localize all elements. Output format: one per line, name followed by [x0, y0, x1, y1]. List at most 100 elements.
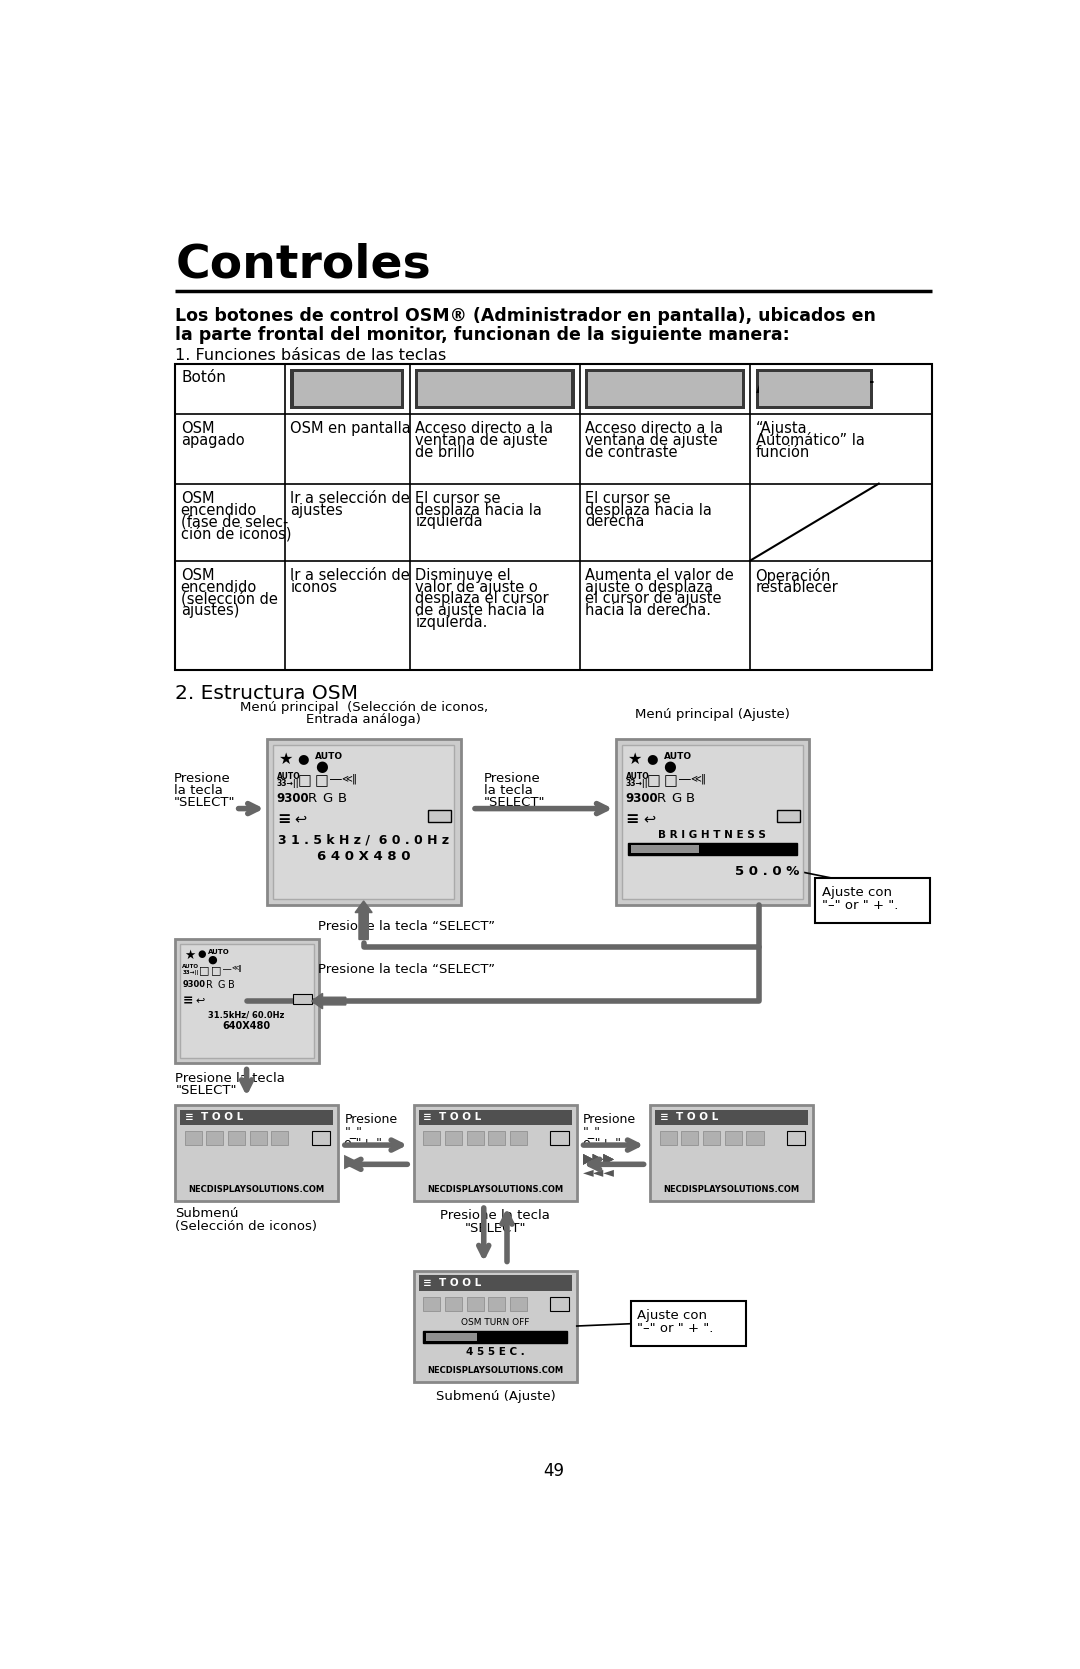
Bar: [414, 1105, 577, 1202]
Text: de brillo: de brillo: [415, 446, 475, 461]
Text: ≪‖: ≪‖: [341, 773, 357, 784]
Text: ―: ―: [679, 773, 691, 786]
Bar: [427, 1334, 477, 1342]
Text: B: B: [337, 791, 347, 804]
Text: □: □: [314, 773, 328, 788]
Bar: [758, 372, 870, 406]
Text: Operación: Operación: [756, 567, 831, 584]
Text: 640X480: 640X480: [222, 1021, 271, 1031]
Text: "SELECT": "SELECT": [484, 796, 545, 809]
Text: 9300: 9300: [625, 791, 658, 804]
Text: ↩: ↩: [295, 811, 307, 826]
Text: izquierda: izquierda: [415, 514, 483, 529]
Bar: [180, 945, 314, 1058]
Text: G: G: [217, 980, 225, 990]
Bar: [423, 1132, 441, 1145]
Text: 9300: 9300: [276, 791, 310, 804]
Bar: [423, 1332, 567, 1344]
Text: El cursor se: El cursor se: [585, 491, 671, 506]
Text: desplaza hacia la: desplaza hacia la: [415, 502, 542, 517]
Text: AUTO: AUTO: [625, 771, 649, 781]
Text: +: +: [659, 382, 672, 397]
Text: ventana de ajuste: ventana de ajuste: [585, 434, 718, 449]
Bar: [777, 809, 800, 823]
Text: encendido: encendido: [180, 579, 257, 594]
Text: "–" or " + ".: "–" or " + ".: [637, 1322, 714, 1335]
Text: ●: ●: [647, 751, 658, 764]
Bar: [175, 1105, 338, 1202]
Text: Submenú: Submenú: [175, 1207, 239, 1220]
Text: NECDISPLAYSOLUTIONS.COM: NECDISPLAYSOLUTIONS.COM: [428, 1185, 564, 1193]
Bar: [660, 1132, 677, 1145]
Text: AUTO/ RESET: AUTO/ RESET: [756, 382, 874, 397]
Text: ↩: ↩: [644, 811, 656, 826]
Text: Presione la tecla “SELECT”: Presione la tecla “SELECT”: [318, 963, 495, 976]
Text: Presione la tecla: Presione la tecla: [441, 1208, 551, 1222]
Bar: [312, 1132, 330, 1145]
Text: 33→||: 33→||: [625, 778, 648, 788]
Text: "SELECT": "SELECT": [175, 1085, 237, 1097]
Text: Presione la tecla: Presione la tecla: [175, 1071, 285, 1085]
Text: OSM: OSM: [180, 491, 214, 506]
Text: ●: ●: [314, 759, 327, 774]
Text: EXIT: EXIT: [430, 811, 449, 821]
Bar: [419, 1110, 572, 1125]
Bar: [467, 1132, 484, 1145]
Bar: [419, 1275, 572, 1290]
Bar: [551, 1297, 569, 1310]
Text: Aumenta el valor de: Aumenta el valor de: [585, 567, 734, 582]
Text: 2. Estructura OSM: 2. Estructura OSM: [175, 684, 359, 703]
Text: R: R: [206, 980, 213, 990]
Text: "–" or " + ".: "–" or " + ".: [822, 898, 899, 911]
Text: Acceso directo a la: Acceso directo a la: [415, 421, 553, 436]
Text: Presione: Presione: [583, 1113, 636, 1125]
Text: El cursor se: El cursor se: [415, 491, 501, 506]
Text: Entrada análoga): Entrada análoga): [307, 713, 421, 726]
Text: Ajuste con: Ajuste con: [637, 1308, 707, 1322]
Text: R: R: [657, 791, 665, 804]
Bar: [293, 995, 312, 1005]
Text: Presione: Presione: [345, 1113, 397, 1125]
Text: ≡: ≡: [276, 811, 291, 826]
Bar: [627, 843, 797, 855]
Text: Menú principal  (Selección de iconos,: Menú principal (Selección de iconos,: [240, 701, 488, 714]
Text: 5 0 . 0 %: 5 0 . 0 %: [734, 865, 799, 878]
Bar: [267, 739, 460, 905]
Text: (selección de: (selección de: [180, 591, 278, 608]
Bar: [294, 372, 402, 406]
Text: ≡  T O O L: ≡ T O O L: [185, 1112, 243, 1122]
Bar: [703, 1132, 720, 1145]
Text: G: G: [672, 791, 681, 804]
Text: "_": "_": [583, 1125, 600, 1138]
Text: EXIT: EXIT: [779, 811, 798, 821]
Text: AUTO: AUTO: [207, 948, 230, 955]
Text: ventana de ajuste: ventana de ajuste: [415, 434, 548, 449]
Bar: [175, 940, 319, 1063]
Text: ●: ●: [298, 751, 309, 764]
Text: □: □: [199, 965, 210, 975]
Bar: [681, 1132, 699, 1145]
Bar: [445, 1297, 462, 1310]
Text: función: función: [756, 446, 810, 461]
Text: 33→||: 33→||: [276, 778, 299, 788]
Text: restablecer: restablecer: [756, 579, 838, 594]
Text: ▶▶▶: ▶▶▶: [583, 1152, 615, 1165]
Text: el cursor de ajuste: el cursor de ajuste: [585, 591, 721, 606]
Text: Automático” la: Automático” la: [756, 434, 864, 449]
Text: ción de iconos): ción de iconos): [180, 526, 292, 542]
Bar: [273, 746, 455, 898]
Text: ≡: ≡: [625, 811, 639, 826]
Text: ajustes: ajustes: [291, 502, 343, 517]
Text: Presione la tecla “SELECT”: Presione la tecla “SELECT”: [318, 920, 495, 933]
Bar: [488, 1297, 505, 1310]
Text: EXIT: EXIT: [311, 1133, 330, 1143]
Text: Presione: Presione: [484, 771, 540, 784]
Text: ●: ●: [197, 948, 205, 958]
Bar: [488, 1132, 505, 1145]
Text: ≡  T O O L: ≡ T O O L: [423, 1112, 482, 1122]
Text: (Selección de iconos): (Selección de iconos): [175, 1220, 318, 1233]
Text: –: –: [491, 382, 499, 397]
Text: izquierda.: izquierda.: [415, 616, 487, 631]
Text: ●: ●: [424, 1337, 430, 1342]
Text: AUTO: AUTO: [314, 751, 343, 761]
